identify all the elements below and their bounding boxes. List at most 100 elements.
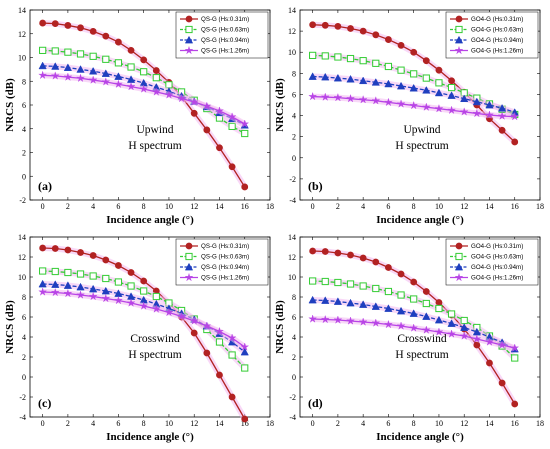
y-tick-label: 14 [18,6,26,15]
x-tick-label: 6 [116,202,120,211]
data-point [346,298,355,307]
x-tick-label: 8 [412,202,416,211]
data-point [346,74,355,83]
legend-entry: QS-G (Hs:0.94m) [201,264,249,271]
data-point [409,323,419,332]
x-tick-label: 8 [142,202,146,211]
data-point [435,304,443,313]
x-tick-label: 16 [241,202,249,211]
data-point [384,304,393,312]
x-tick-label: 14 [485,202,493,211]
data-point [76,282,85,291]
data-point [333,92,343,102]
x-tick-label: 14 [485,419,493,428]
data-point [410,70,418,78]
data-point [346,280,355,288]
data-point [308,72,317,80]
data-point [321,277,329,286]
data-point [484,110,494,119]
data-point [333,315,343,324]
data-point [346,93,356,103]
data-point [385,36,392,43]
data-point [139,301,149,310]
legend-entry: QS-G (Hs:0.63m) [201,254,249,261]
y-tick-label: 2 [292,133,296,142]
legend-entry: GO4-G (Hs:0.31m) [471,16,523,23]
x-tick-label: 8 [142,419,146,428]
data-point [308,314,318,323]
data-point [152,67,160,74]
legend-entry: QS-G (Hs:0.63m) [201,27,249,34]
data-point [410,278,418,286]
x-tick-label: 16 [241,419,249,428]
legend-marker [185,15,193,23]
y-tick-label: 6 [292,313,296,322]
legend-marker [185,25,193,34]
x-axis-label: Incidence angle (°) [106,431,194,443]
data-point [102,256,110,264]
panel-annotation: Upwind [136,124,173,136]
data-point [358,94,368,104]
data-point [189,97,199,106]
legend-entry: GO4-G (Hs:0.94m) [471,264,523,271]
data-point [510,343,520,352]
data-point [39,244,47,252]
data-point [140,287,148,295]
y-axis-label: NRCS (dB) [4,78,16,132]
x-tick-label: 12 [190,419,198,428]
y-tick-label: 0 [292,154,296,163]
data-point [89,252,97,259]
data-point [359,300,368,308]
data-point [203,126,211,134]
data-point [38,61,47,70]
x-tick-label: 12 [190,202,198,211]
data-point [101,69,110,77]
series-4 [38,287,250,351]
data-point [372,31,380,39]
data-point [371,318,381,327]
y-tick-label: -2 [289,175,296,184]
data-point [64,48,72,56]
y-tick-label: 10 [288,48,296,57]
series-4 [308,314,520,352]
data-point [165,81,173,89]
data-point [372,258,380,266]
data-point [139,84,149,93]
series-3 [308,72,519,116]
data-point [472,334,482,343]
x-tick-label: 6 [116,419,120,428]
legend: GO4-G (Hs:0.31m) GO4-G (Hs:0.63m) GO4-G (H… [445,11,539,59]
data-point [309,21,317,29]
data-point [51,20,59,28]
data-point [359,57,367,65]
y-tick-label: 10 [18,273,26,282]
x-tick-label: 14 [215,202,223,211]
data-point [203,349,211,357]
y-tick-label: 0 [22,172,26,181]
data-point [76,73,86,83]
data-point [202,101,212,111]
legend-entry: GO4-G (Hs:1.26m) [471,48,523,55]
data-point [89,272,97,280]
data-point [164,307,174,317]
data-point [498,126,506,134]
panel-annotation: H spectrum [128,349,181,361]
legend-marker [454,272,464,282]
x-tick-label: 18 [536,419,544,428]
data-point [151,304,161,313]
data-point [396,306,406,315]
chart-panel-2: 0 2 4 6 8 10 12 14 16 18 -4 -2 0 2 4 6 8 10 12 14 Incidence … [274,6,544,226]
y-tick-label: 14 [18,233,26,242]
panel-annotation: H spectrum [395,140,448,152]
x-tick-label: 4 [361,202,365,211]
data-point [484,337,494,346]
legend-marker [455,242,463,250]
y-tick-label: 8 [292,293,296,302]
data-point [333,73,343,82]
data-point [127,269,135,276]
y-tick-label: -4 [289,413,296,422]
y-tick-label: 4 [292,112,296,121]
data-point [115,262,122,269]
legend-entry: QS-G (Hs:0.94m) [201,37,249,44]
